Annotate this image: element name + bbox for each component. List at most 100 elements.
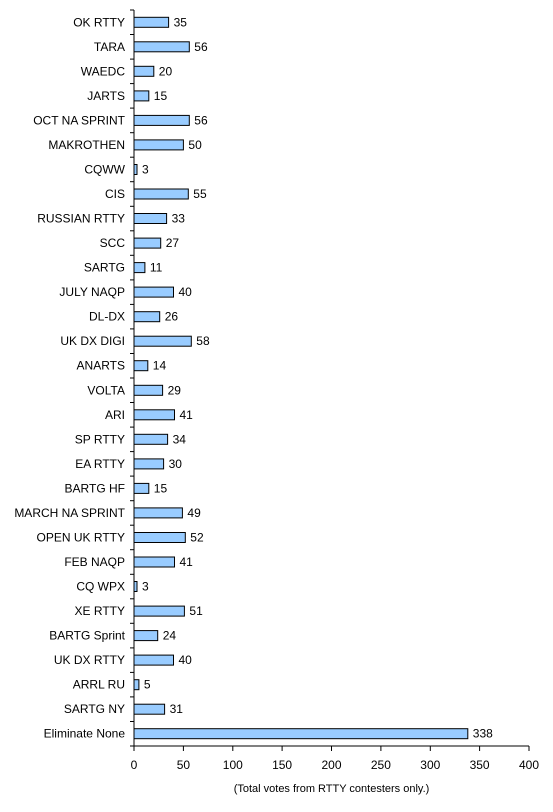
value-label: 20 (159, 64, 173, 78)
x-tick-label: 0 (131, 758, 138, 772)
category-label: JULY NAQP (59, 285, 125, 299)
bar-20 (133, 507, 183, 519)
bar-24 (133, 605, 185, 617)
value-label: 50 (188, 138, 202, 152)
category-label: SCC (100, 236, 126, 250)
x-tick-label: 50 (177, 758, 191, 772)
bar-8 (133, 213, 168, 224)
x-tick-label: 300 (420, 758, 440, 772)
x-tick-label: 350 (470, 758, 490, 772)
category-label: SP RTTY (75, 432, 125, 446)
category-label: MARCH NA SPRINT (14, 506, 125, 520)
value-label: 3 (142, 580, 149, 594)
value-label: 52 (190, 531, 204, 545)
category-label: UK DX RTTY (54, 653, 125, 667)
y-axis-ticks (130, 9, 134, 747)
value-label: 31 (170, 702, 184, 716)
bar-12 (133, 311, 161, 323)
bar-25 (133, 630, 159, 642)
category-label: ARI (105, 408, 125, 422)
bar-28 (133, 703, 166, 715)
category-label: WAEDC (81, 64, 126, 78)
category-label: FEB NAQP (64, 555, 125, 569)
bar-29 (133, 728, 469, 740)
category-label: CIS (105, 187, 125, 201)
category-label: JARTS (87, 89, 125, 103)
bar-27 (133, 679, 140, 691)
bar-14 (133, 360, 149, 372)
category-labels: OK RTTY TARA WAEDC JARTS OCT NA SPRINT MAKROT… (14, 15, 125, 740)
x-tick-label: 250 (371, 758, 391, 772)
value-label: 27 (166, 236, 180, 250)
value-label: 58 (196, 334, 210, 348)
value-label: 34 (173, 432, 187, 446)
value-label: 14 (153, 359, 167, 373)
value-label: 26 (165, 310, 179, 324)
bar-15 (133, 384, 164, 396)
value-label: 24 (163, 629, 177, 643)
value-label: 15 (154, 481, 168, 495)
category-label: ARRL RU (73, 678, 125, 692)
bar-7 (133, 188, 189, 200)
bar-10 (133, 262, 146, 274)
x-axis-title: (Total votes from RTTY contesters only.) (234, 783, 430, 795)
category-label: OCT NA SPRINT (33, 113, 125, 127)
bar-5 (133, 139, 184, 151)
bar-1 (133, 41, 190, 53)
x-tick-label: 100 (223, 758, 243, 772)
category-label: CQWW (84, 163, 125, 177)
category-label: RUSSIAN RTTY (37, 212, 125, 226)
bar-2 (133, 65, 155, 77)
bar-21 (133, 532, 186, 543)
category-label: SARTG (84, 261, 125, 275)
value-label: 11 (150, 261, 163, 275)
category-label: UK DX DIGI (60, 334, 125, 348)
value-label: 40 (179, 285, 193, 299)
bar-18 (133, 458, 165, 470)
value-label: 56 (194, 113, 208, 127)
x-tick-label: 400 (519, 758, 539, 772)
category-label: DL-DX (89, 310, 125, 324)
value-label: 51 (189, 604, 203, 618)
value-label: 29 (168, 383, 182, 397)
bar-4 (133, 114, 190, 126)
category-label: Eliminate None (44, 727, 126, 741)
category-label: VOLTA (87, 383, 125, 397)
category-label: XE RTTY (75, 604, 125, 618)
value-label: 35 (174, 15, 188, 29)
category-label: OK RTTY (73, 15, 125, 29)
bar-22 (133, 556, 175, 568)
value-label: 55 (193, 187, 207, 201)
bar-0 (133, 16, 170, 28)
value-label: 30 (169, 457, 183, 471)
value-label: 56 (194, 40, 208, 54)
category-label: MAKROTHEN (48, 138, 125, 152)
bar-3 (133, 90, 150, 102)
value-label: 40 (179, 653, 193, 667)
bar-16 (133, 409, 175, 421)
bar-17 (133, 433, 169, 445)
category-label: BARTG Sprint (49, 629, 125, 643)
value-label: 49 (187, 506, 201, 520)
bar-26 (133, 654, 174, 666)
value-label: 3 (142, 163, 149, 177)
bar-9 (133, 237, 162, 249)
category-label: CQ WPX (76, 580, 125, 594)
bars-group (133, 16, 469, 740)
value-label: 338 (473, 727, 493, 741)
category-label: TARA (94, 40, 125, 54)
value-labels: 3556201556503553327114026581429413430154… (142, 15, 493, 740)
x-axis-ticks: 0 50 100 150 200 250 300 350 400 (131, 746, 539, 772)
value-label: 33 (172, 212, 186, 226)
category-label: SARTG NY (64, 702, 125, 716)
bar-11 (133, 286, 174, 298)
category-label: ANARTS (77, 359, 125, 373)
bar-19 (133, 482, 150, 494)
bar-13 (133, 335, 192, 347)
category-label: BARTG HF (65, 481, 125, 495)
value-label: 41 (180, 408, 194, 422)
x-tick-label: 200 (321, 758, 341, 772)
value-label: 41 (180, 555, 194, 569)
value-label: 15 (154, 89, 168, 103)
